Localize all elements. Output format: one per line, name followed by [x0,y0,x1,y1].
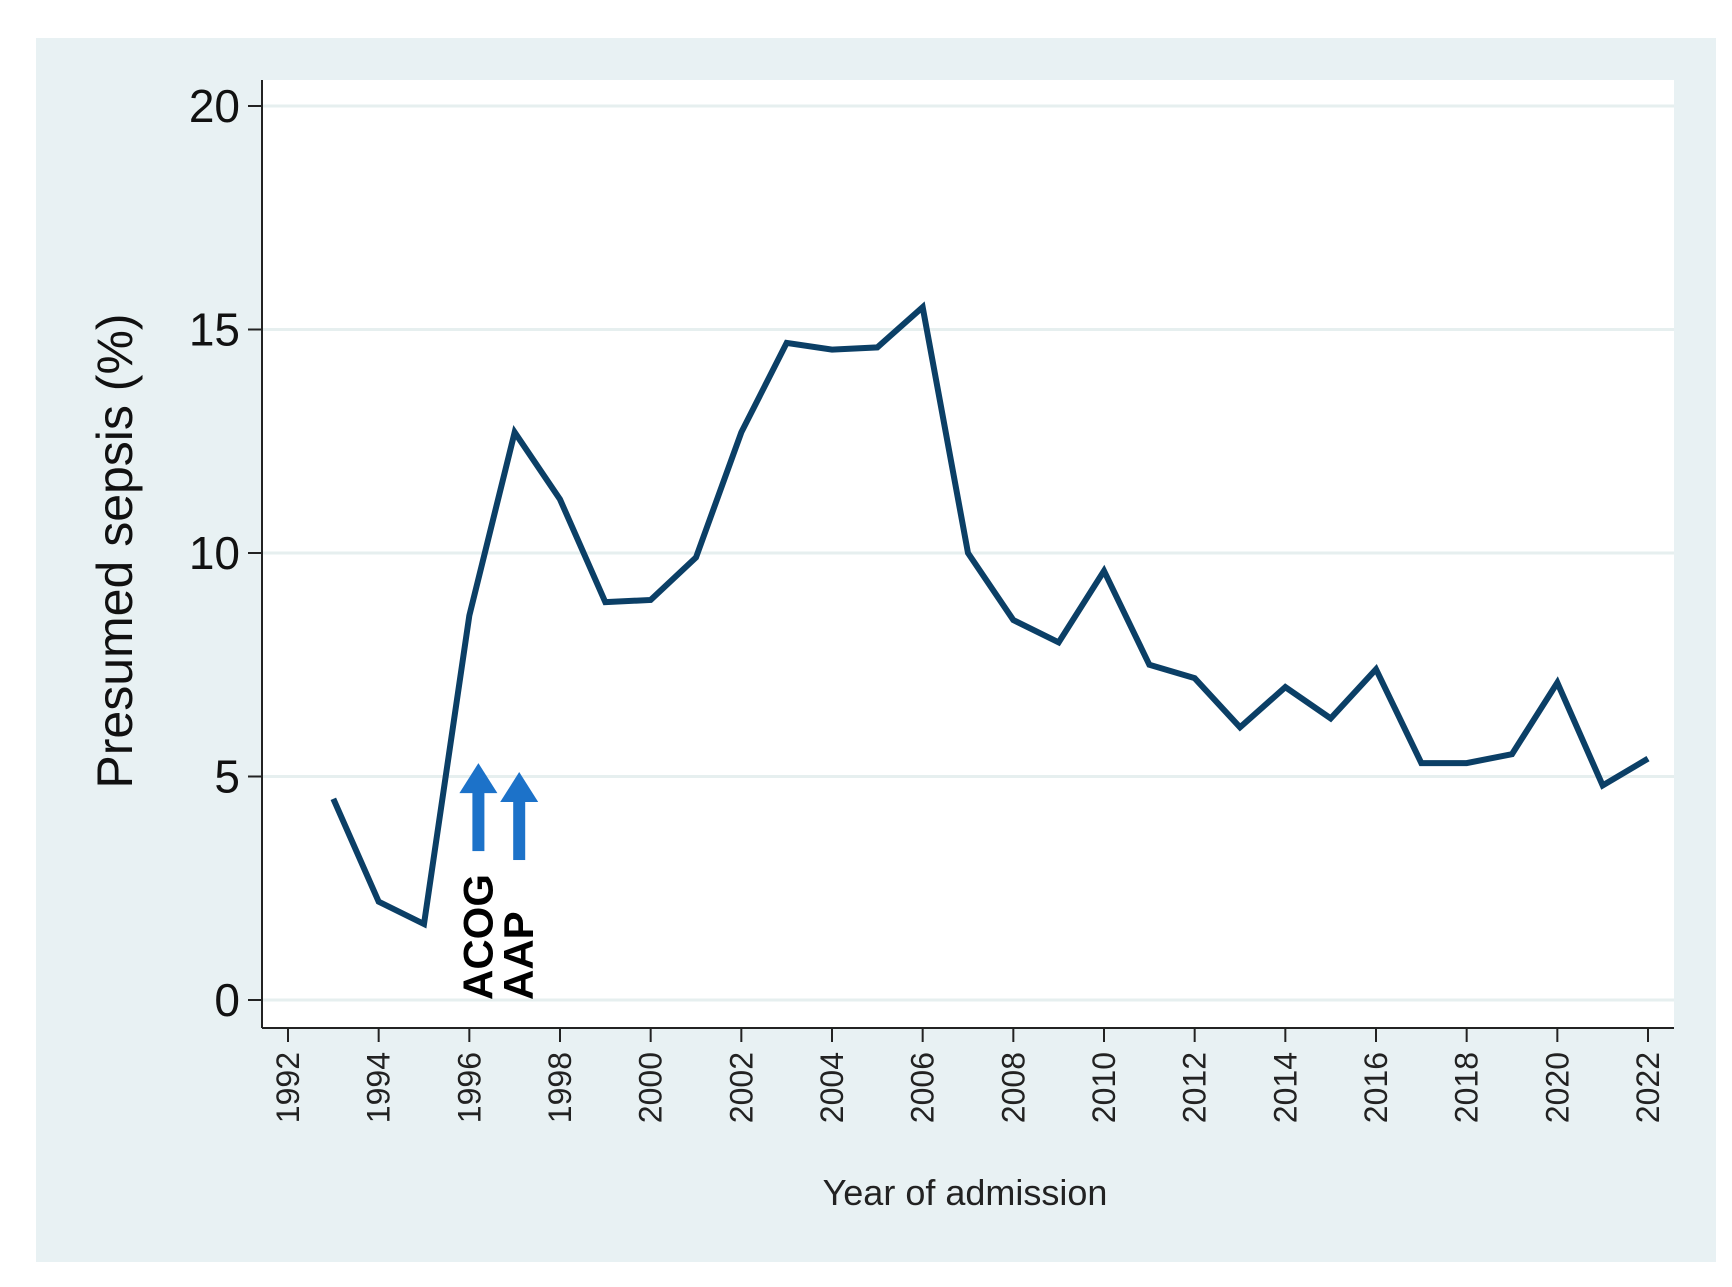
x-axis-label: Year of admission [823,1172,1108,1213]
annotation-acog: ACOG [454,763,501,1000]
series-group [330,301,1650,929]
x-tick-label-1992: 1992 [270,1052,306,1123]
y-tick-label-0: 0 [214,974,240,1026]
x-tick-label-1998: 1998 [542,1052,578,1123]
y-tick-label-10: 10 [189,527,240,579]
x-tick-label-2018: 2018 [1449,1052,1485,1123]
x-tick-label-1994: 1994 [361,1052,397,1123]
series-line-0 [330,301,1650,929]
x-tick-label-2010: 2010 [1086,1052,1122,1123]
annotation-arrow-shaft [472,791,485,852]
x-tick-label-2000: 2000 [633,1052,669,1123]
x-tick-label-2020: 2020 [1539,1052,1575,1123]
x-tick-label-2016: 2016 [1358,1052,1394,1123]
x-tick-label-2006: 2006 [905,1052,941,1123]
up-arrow-icon [500,772,539,803]
x-tick-label-1996: 1996 [451,1052,487,1123]
annotation-label-acog: ACOG [454,874,501,1000]
annotation-label-aap: AAP [495,911,542,1000]
y-tick-label-20: 20 [189,80,240,132]
x-tick-label-2022: 2022 [1630,1052,1666,1123]
up-arrow-icon [459,763,498,794]
x-tick-label-2014: 2014 [1267,1052,1303,1123]
y-tick-label-15: 15 [189,304,240,356]
annotation-aap: AAP [495,772,542,1000]
x-tick-label-2002: 2002 [723,1052,759,1123]
x-tick-label-2012: 2012 [1177,1052,1213,1123]
x-axis-ticks: 1992 1994 1996 1998 2000 2002 2004 2006 2008 2010… [270,1028,1666,1123]
y-axis-label: Presumed sepsis (%) [87,313,143,788]
x-tick-label-2004: 2004 [814,1052,850,1123]
y-axis-ticks: 0 5 10 15 20 [189,80,262,1026]
x-tick-label-2008: 2008 [995,1052,1031,1123]
y-tick-label-5: 5 [214,751,240,803]
annotation-arrow-shaft [513,800,526,861]
